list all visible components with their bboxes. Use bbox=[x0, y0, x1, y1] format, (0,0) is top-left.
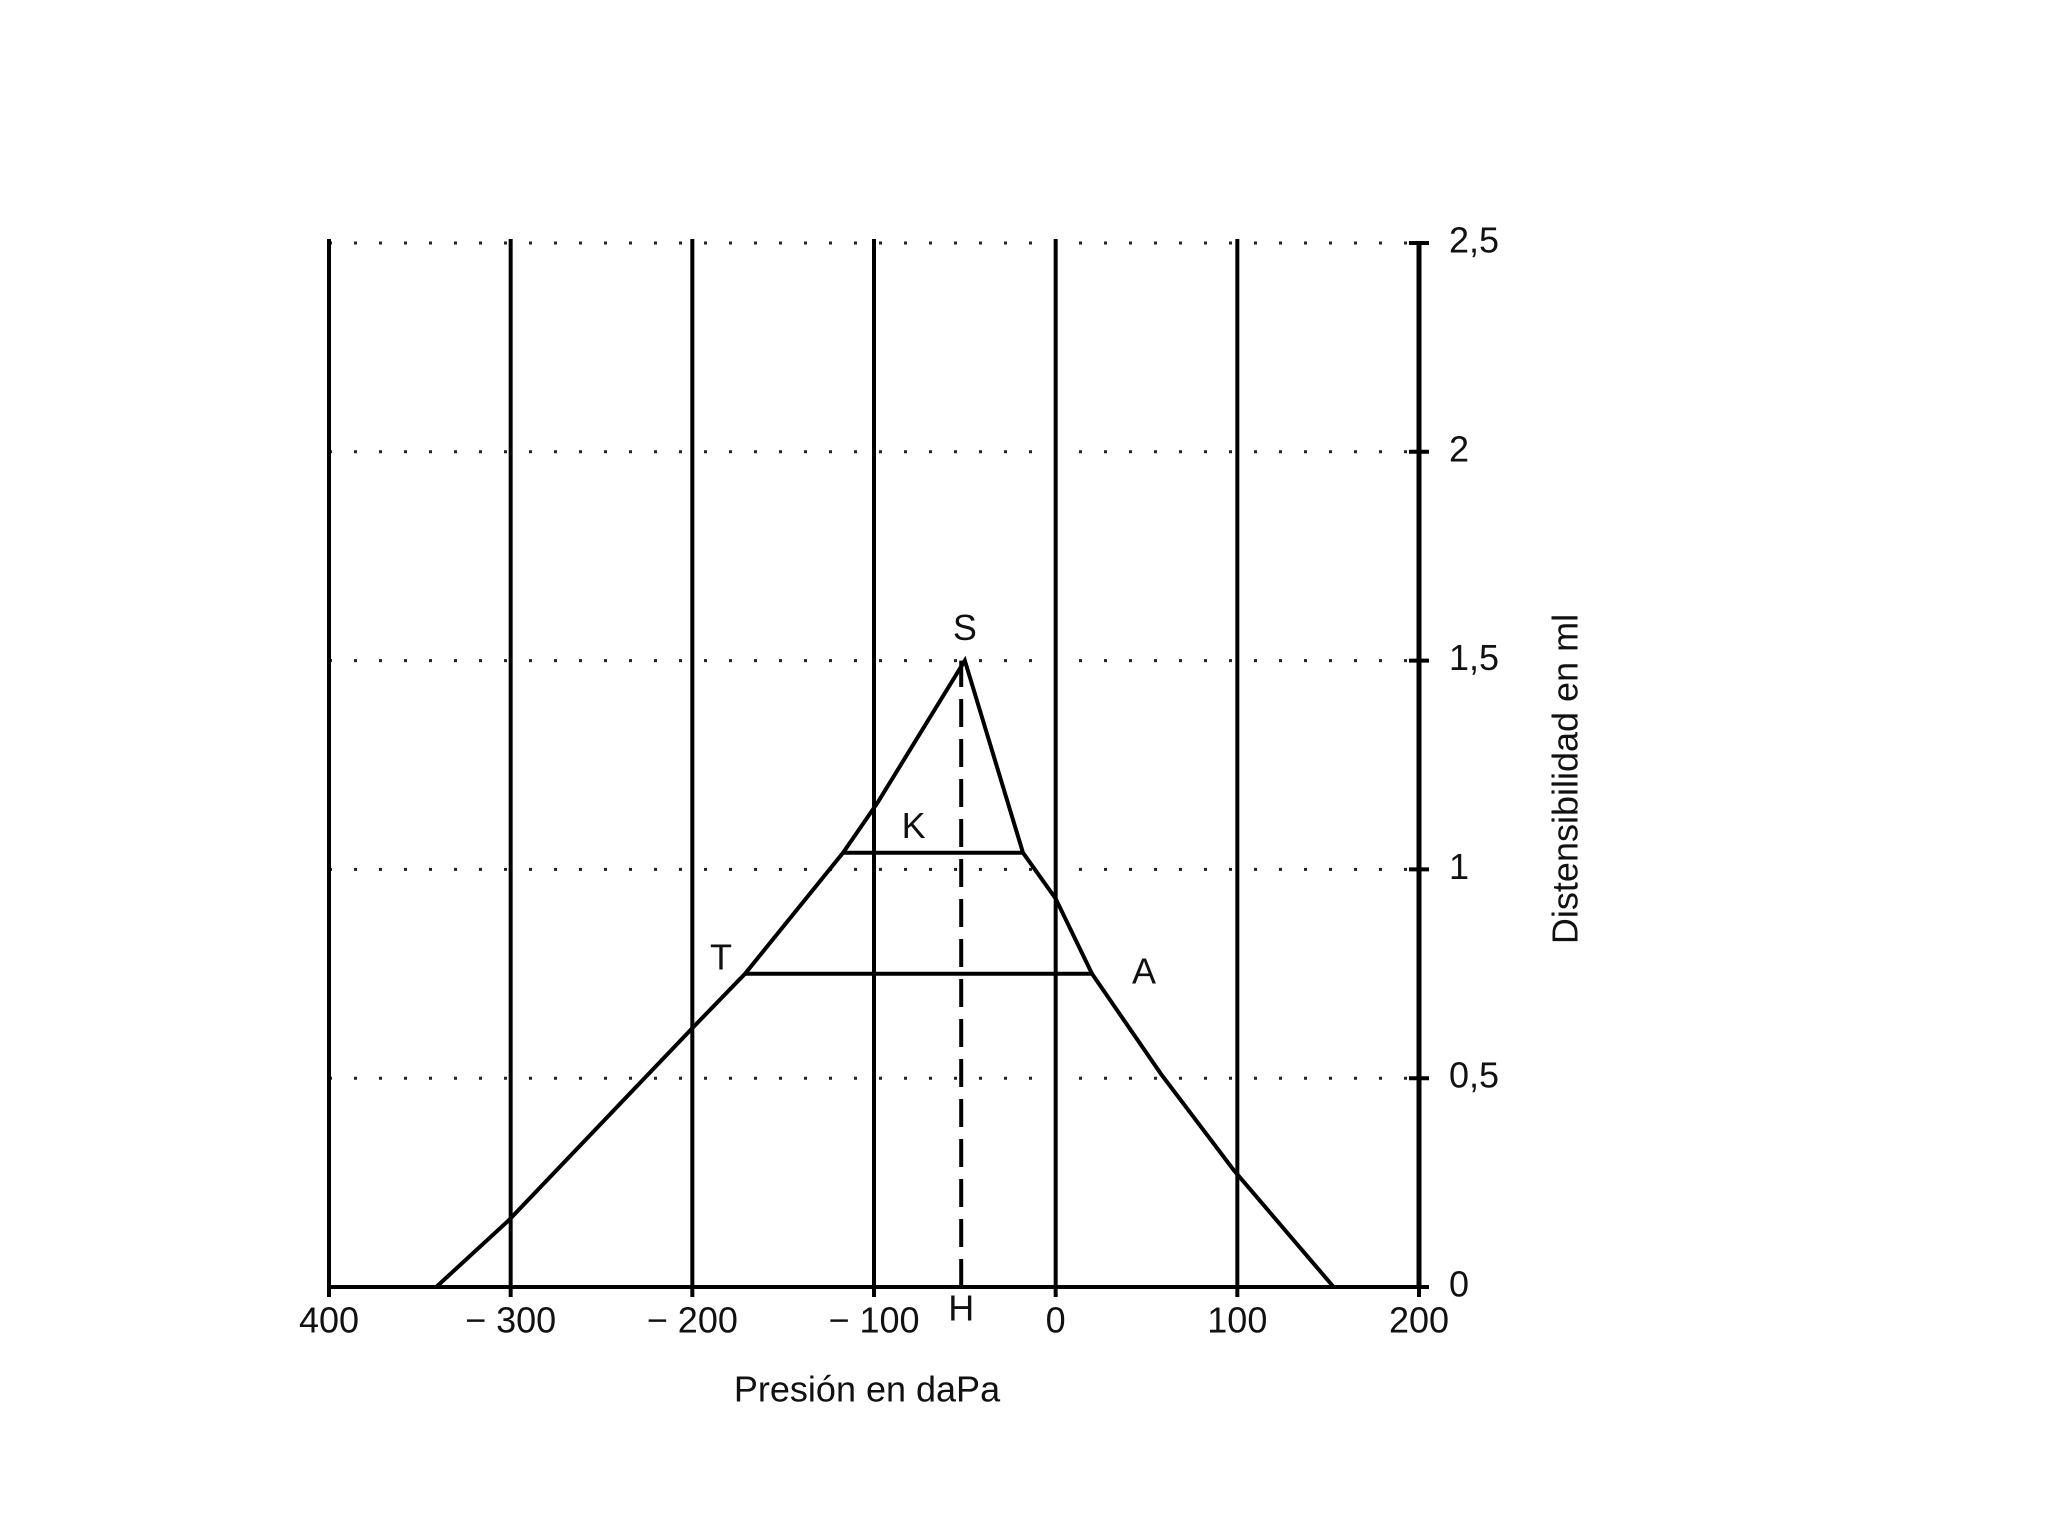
curve bbox=[434, 655, 1336, 1289]
x-tick-label: 400 bbox=[299, 1300, 359, 1341]
y-tick-label: 0 bbox=[1449, 1264, 1469, 1305]
x-tick-label: − 100 bbox=[828, 1300, 919, 1341]
annotation: A bbox=[1132, 950, 1156, 991]
annotation: H bbox=[948, 1288, 974, 1329]
y-tick-label: 1 bbox=[1449, 846, 1469, 887]
annotation: S bbox=[953, 607, 977, 648]
y-tick-label: 1,5 bbox=[1449, 637, 1499, 678]
annotation: T bbox=[710, 936, 732, 977]
x-tick-label: 100 bbox=[1207, 1300, 1267, 1341]
y-axis-label: Distensibilidad en ml bbox=[1545, 614, 1586, 944]
x-tick-label: 0 bbox=[1046, 1300, 1066, 1341]
x-tick-label: − 300 bbox=[465, 1300, 556, 1341]
x-axis-label: Presión en daPa bbox=[734, 1369, 1001, 1410]
y-tick-label: 0,5 bbox=[1449, 1055, 1499, 1096]
x-tick-label: 200 bbox=[1389, 1300, 1449, 1341]
x-tick-label: − 200 bbox=[647, 1300, 738, 1341]
y-tick-label: 2,5 bbox=[1449, 220, 1499, 261]
y-tick-label: 2 bbox=[1449, 428, 1469, 469]
annotation: K bbox=[902, 805, 926, 846]
